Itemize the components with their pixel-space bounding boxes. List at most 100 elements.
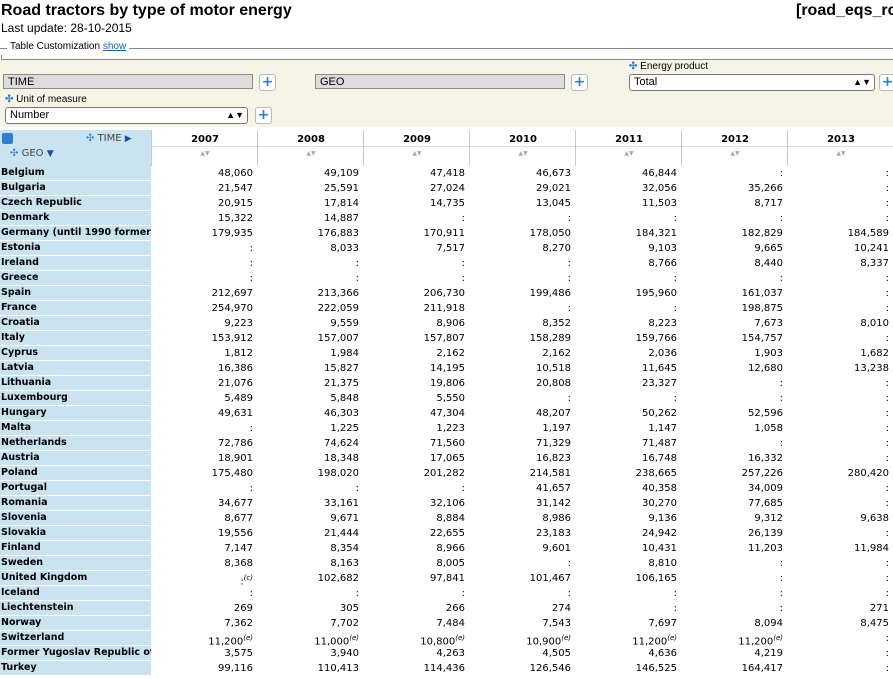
geo-dimension-box[interactable]: GEO — [315, 74, 565, 89]
row-label[interactable]: Italy — [0, 331, 151, 346]
row-label[interactable]: Denmark — [0, 211, 151, 226]
table-cell: : — [249, 588, 253, 599]
pivot-icon[interactable] — [2, 133, 13, 144]
year-label: 2013 — [827, 134, 855, 145]
sort-icon[interactable]: ▲▼ — [200, 150, 210, 157]
table-row: Ireland:::: 8,766 8,440 8,337 — [0, 256, 893, 271]
sort-icon[interactable]: ▲▼ — [412, 150, 422, 157]
row-label[interactable]: Malta — [0, 421, 151, 436]
row-label[interactable]: Estonia — [0, 241, 151, 256]
row-label[interactable]: Lithuania — [0, 376, 151, 391]
table-cell: 33,161 — [324, 498, 359, 509]
row-label[interactable]: Finland — [0, 541, 151, 556]
table-row: Sweden 8,368 8,163 8,005: 8,810:: — [0, 556, 893, 571]
table-cell: 9,312 — [754, 513, 783, 524]
move-icon[interactable]: ✣ — [629, 61, 638, 72]
table-row: Czech Republic 20,915 17,814 14,735 13,045 11… — [0, 196, 893, 211]
row-label[interactable]: Austria — [0, 451, 151, 466]
table-cell: 158,289 — [529, 333, 571, 344]
table-cell: : — [885, 558, 889, 569]
row-label[interactable]: Liechtenstein — [0, 601, 151, 616]
row-label[interactable]: Turkey — [0, 661, 151, 676]
move-icon: ✣ — [10, 148, 19, 159]
year-label: 2009 — [403, 134, 431, 145]
year-header-2012[interactable]: 2012 ▲▼ — [681, 130, 788, 166]
sort-icon[interactable]: ▲▼ — [306, 150, 316, 157]
dataset-code: [road_eqs_rc — [796, 2, 893, 19]
row-label[interactable]: Cyprus — [0, 346, 151, 361]
time-dimension-box[interactable]: TIME — [3, 74, 253, 89]
row-label[interactable]: Switzerland — [0, 631, 151, 646]
table-cell: : — [673, 303, 677, 314]
year-header-2010[interactable]: 2010 ▲▼ — [469, 130, 576, 166]
year-header-2009[interactable]: 2009 ▲▼ — [363, 130, 470, 166]
table-cell: 16,823 — [536, 453, 571, 464]
time-axis-label[interactable]: ✣ TIME ▶ — [86, 133, 132, 144]
row-label[interactable]: Iceland — [0, 586, 151, 601]
table-cell: 198,020 — [317, 468, 359, 479]
row-label[interactable]: Portugal — [0, 481, 151, 496]
table-cell: 24,942 — [642, 528, 677, 539]
row-label[interactable]: Netherlands — [0, 436, 151, 451]
unit-of-measure-label: ✣ Unit of measure — [5, 94, 87, 105]
table-cell: 16,332 — [748, 453, 783, 464]
sort-icon[interactable]: ▲▼ — [836, 150, 846, 157]
add-time-button[interactable]: + — [259, 74, 276, 91]
move-icon[interactable]: ✣ — [5, 94, 14, 105]
row-label[interactable]: Latvia — [0, 361, 151, 376]
unit-of-measure-select[interactable]: Number ▲▼ — [5, 107, 248, 124]
table-cell: : — [249, 243, 253, 254]
row-label[interactable]: Romania — [0, 496, 151, 511]
table-cell: 271 — [869, 603, 889, 614]
sort-icon[interactable]: ▲▼ — [624, 150, 634, 157]
row-label[interactable]: Belgium — [0, 166, 151, 181]
add-unit-button[interactable]: + — [255, 107, 272, 124]
row-label[interactable]: Slovakia — [0, 526, 151, 541]
year-header-2013[interactable]: 2013 ▲▼ — [787, 130, 893, 166]
row-label[interactable]: Germany (until 1990 former t — [0, 226, 151, 241]
row-label[interactable]: Sweden — [0, 556, 151, 571]
table-cell: 257,226 — [741, 468, 783, 479]
table-cell: 2,162 — [436, 348, 465, 359]
divider — [0, 48, 893, 49]
row-label[interactable]: Former Yugoslav Republic of — [0, 646, 151, 661]
row-label[interactable]: Slovenia — [0, 511, 151, 526]
energy-product-select[interactable]: Total ▲▼ — [629, 74, 875, 91]
row-label[interactable]: Poland — [0, 466, 151, 481]
year-header-2011[interactable]: 2011 ▲▼ — [575, 130, 682, 166]
row-label[interactable]: United Kingdom — [0, 571, 151, 586]
year-header-2007[interactable]: 2007 ▲▼ — [151, 130, 258, 166]
row-label[interactable]: Spain — [0, 286, 151, 301]
row-label[interactable]: France — [0, 301, 151, 316]
table-cell: 179,935 — [211, 228, 253, 239]
table-cell: : — [779, 573, 783, 584]
row-label[interactable]: Ireland — [0, 256, 151, 271]
row-label[interactable]: Luxembourg — [0, 391, 151, 406]
table-cell: 23,183 — [536, 528, 571, 539]
divider — [682, 146, 788, 147]
table-row: Luxembourg 5,489 5,848 5,550:::: — [0, 391, 893, 406]
add-geo-button[interactable]: + — [571, 74, 588, 91]
table-cell: : — [885, 438, 889, 449]
row-label[interactable]: Czech Republic — [0, 196, 151, 211]
year-header-2008[interactable]: 2008 ▲▼ — [257, 130, 364, 166]
show-customization-link[interactable]: show — [102, 41, 127, 52]
sort-icon[interactable]: ▲▼ — [730, 150, 740, 157]
row-label[interactable]: Bulgaria — [0, 181, 151, 196]
table-cell: : — [673, 603, 677, 614]
sort-icon[interactable]: ▲▼ — [518, 150, 528, 157]
table-cell: : — [355, 588, 359, 599]
flag-note: (e) — [773, 634, 783, 642]
table-row: Poland 175,480 198,020 201,282 214,581 238,66… — [0, 466, 893, 481]
row-label[interactable]: Croatia — [0, 316, 151, 331]
table-cell: 5,848 — [330, 393, 359, 404]
geo-axis-label[interactable]: ✣ GEO ▼ — [10, 148, 54, 159]
row-label[interactable]: Hungary — [0, 406, 151, 421]
table-row: Germany (until 1990 former t 179,935 176,8… — [0, 226, 893, 241]
add-energy-button[interactable]: + — [879, 74, 893, 91]
row-label[interactable]: Norway — [0, 616, 151, 631]
table-row: Iceland::::::: — [0, 586, 893, 601]
table-cell: : — [885, 528, 889, 539]
table-cell: 15,322 — [218, 213, 253, 224]
row-label[interactable]: Greece — [0, 271, 151, 286]
